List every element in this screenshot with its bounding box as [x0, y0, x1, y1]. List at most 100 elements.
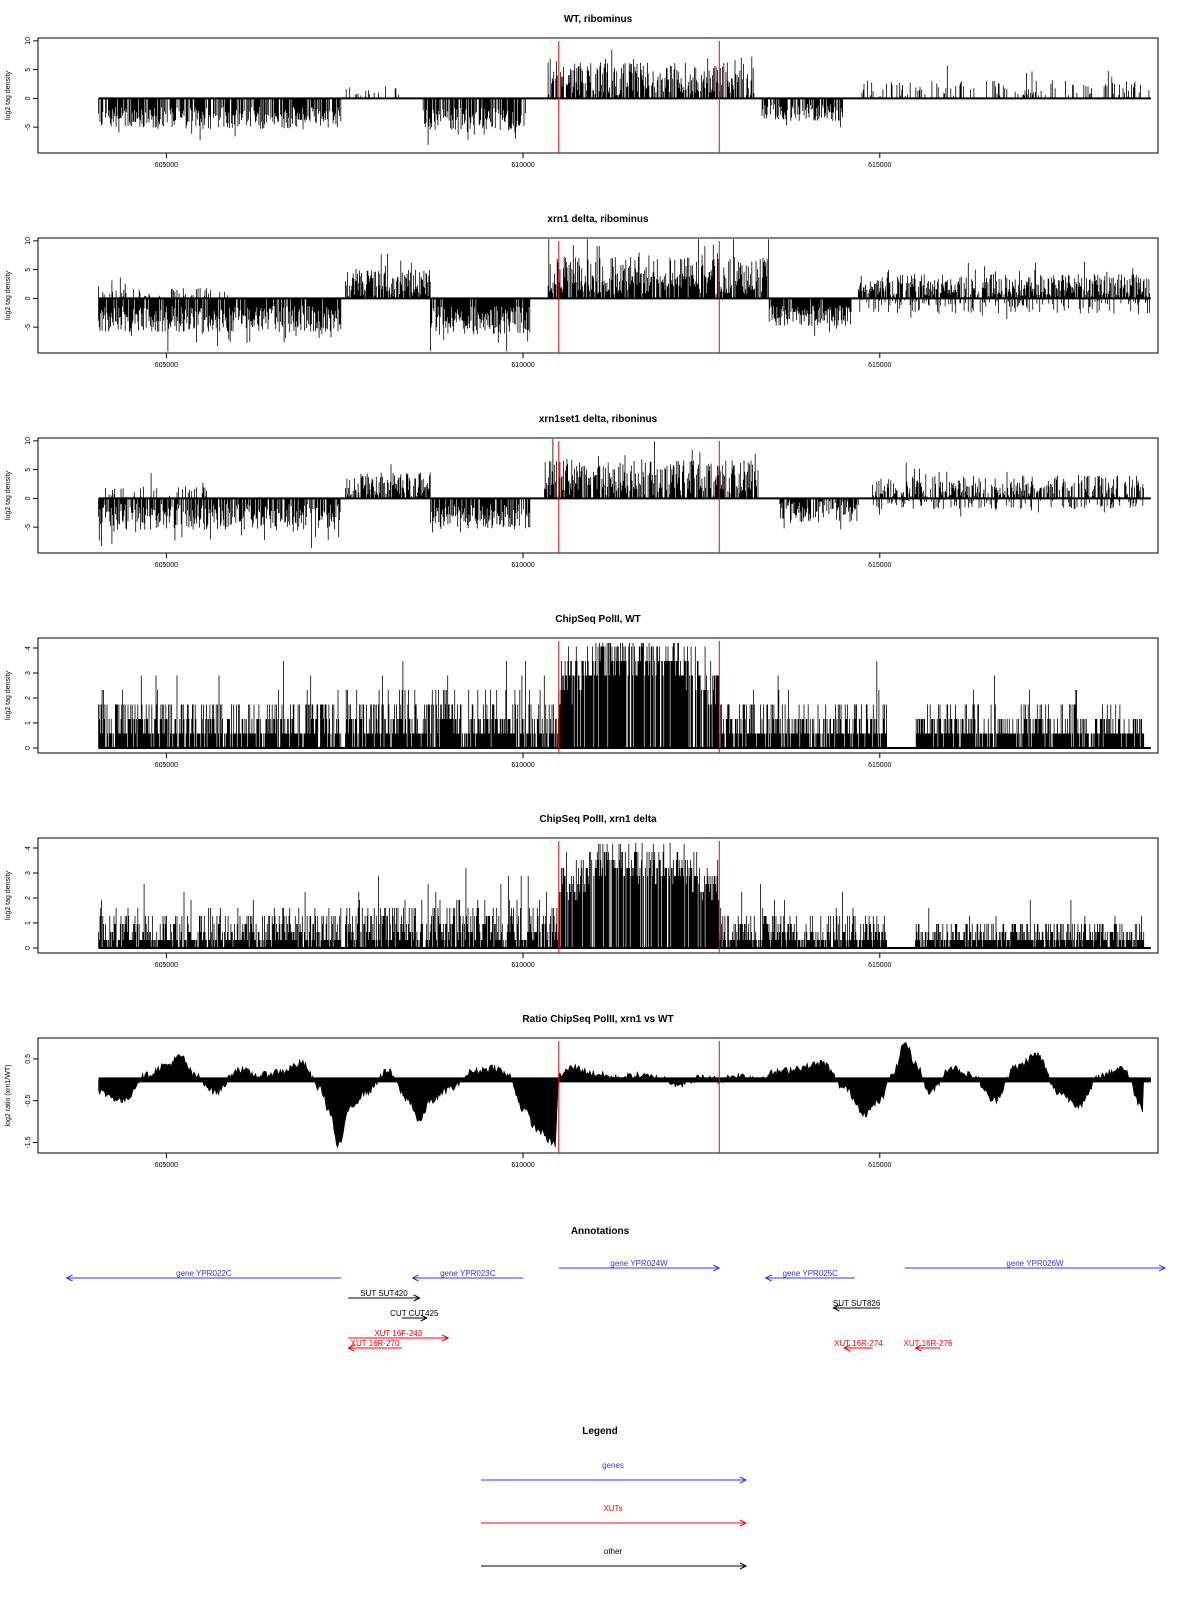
- y-axis-label: log2 tag density: [5, 70, 12, 120]
- y-tick-label: 10: [25, 237, 32, 245]
- legend-title: Legend: [582, 1426, 618, 1437]
- legend-panel: Legend genes XUTs other: [481, 1426, 748, 1570]
- x-tick-label: 610000: [511, 1162, 534, 1169]
- feature-label: XUT 16R-274: [834, 1339, 883, 1348]
- x-tick-label: 615000: [868, 962, 891, 969]
- y-axis-label: log2 tag density: [5, 270, 12, 320]
- feature-label: XUT 16R-276: [904, 1339, 953, 1348]
- arrow-head-icon: [420, 1314, 428, 1322]
- feature-label: gene YPR024W: [610, 1259, 668, 1268]
- y-tick-label: 0: [25, 496, 32, 500]
- signal-bars: [98, 843, 1145, 948]
- y-tick-label: 5: [25, 268, 32, 272]
- panel-2: xrn1 delta, ribominus log2 tag density -5 0…: [5, 214, 1159, 369]
- y-tick-label: 4: [25, 846, 32, 850]
- feature-label: CUT CUT425: [390, 1309, 439, 1318]
- arrow-head-icon: [832, 1304, 840, 1312]
- arrow-head-icon: [713, 1264, 721, 1272]
- panel-title: WT, ribominus: [564, 14, 633, 25]
- x-tick-label: 605000: [155, 962, 178, 969]
- feature-label: gene YPR026W: [1006, 1259, 1064, 1268]
- y-tick-label: 5: [25, 68, 32, 72]
- y-tick-label: -5: [25, 124, 32, 130]
- legend-item: XUTs: [481, 1504, 748, 1527]
- arrow-head-icon: [739, 1476, 748, 1484]
- y-axis-label: log2 tag density: [5, 670, 12, 720]
- annotation-feature: gene YPR025C: [764, 1269, 855, 1282]
- annotation-feature: XUT 16F-243: [348, 1329, 450, 1342]
- panel-5: ChipSeq PolII, xrn1 delta log2 tag densit…: [5, 814, 1159, 969]
- annotation-feature: SUT SUT826: [832, 1299, 881, 1312]
- panel-title: ChipSeq PolII, xrn1 delta: [539, 814, 657, 825]
- y-tick-label: 0.5: [25, 1054, 32, 1064]
- panel-title: xrn1 delta, ribominus: [547, 214, 649, 225]
- arrow-head-icon: [347, 1344, 355, 1352]
- x-tick-label: 610000: [511, 562, 534, 569]
- x-tick-label: 605000: [155, 562, 178, 569]
- panel-title: xrn1set1 delta, riboninus: [539, 414, 658, 425]
- y-tick-label: 2: [25, 896, 32, 900]
- legend-item: other: [481, 1547, 748, 1570]
- y-tick-label: 0: [25, 746, 32, 750]
- x-tick-label: 615000: [868, 762, 891, 769]
- feature-label: gene YPR023C: [440, 1269, 496, 1278]
- annotation-feature: gene YPR026W: [904, 1259, 1167, 1272]
- y-axis-label: log2 ratio (xrn1/WT): [5, 1065, 12, 1127]
- arrow-head-icon: [764, 1274, 772, 1282]
- x-tick-label: 615000: [868, 562, 891, 569]
- x-tick-label: 605000: [155, 362, 178, 369]
- arrow-head-icon: [914, 1344, 922, 1352]
- panel-1: WT, ribominus log2 tag density -5 0 5 10 60500…: [5, 14, 1159, 169]
- y-tick-label: 10: [25, 37, 32, 45]
- plot-frame: [37, 437, 1159, 554]
- arrow-head-icon: [411, 1274, 419, 1282]
- x-tick-label: 615000: [868, 162, 891, 169]
- arrow-head-icon: [739, 1519, 748, 1527]
- panel-title: Ratio ChipSeq PolII, xrn1 vs WT: [522, 1014, 673, 1025]
- y-tick-label: 3: [25, 671, 32, 675]
- legend-label: XUTs: [603, 1504, 622, 1513]
- plot-frame: [37, 1037, 1159, 1154]
- arrow-head-icon: [842, 1344, 851, 1352]
- annotation-feature: XUT 16R-270: [347, 1339, 402, 1352]
- plot-frame: [37, 837, 1159, 954]
- y-tick-label: 1: [25, 721, 32, 725]
- panel-4: ChipSeq PolII, WT log2 tag density 0 1 2 3 4 60…: [5, 614, 1159, 769]
- x-tick-label: 605000: [155, 1162, 178, 1169]
- y-tick-label: 4: [25, 646, 32, 650]
- plot-frame: [37, 237, 1159, 354]
- y-tick-label: 2: [25, 696, 32, 700]
- y-tick-label: -1.5: [25, 1136, 32, 1148]
- y-tick-label: 5: [25, 468, 32, 472]
- panel-3: xrn1set1 delta, riboninus log2 tag densit…: [5, 414, 1159, 569]
- x-tick-label: 610000: [511, 762, 534, 769]
- legend-label: other: [604, 1547, 623, 1556]
- annotation-feature: CUT CUT425: [390, 1309, 439, 1322]
- arrow-head-icon: [413, 1294, 421, 1302]
- y-tick-label: 10: [25, 437, 32, 445]
- arrow-head-icon: [739, 1562, 748, 1570]
- annotation-feature: gene YPR022C: [65, 1269, 342, 1282]
- y-tick-label: 1: [25, 921, 32, 925]
- y-tick-label: -0.5: [25, 1095, 32, 1107]
- x-tick-label: 610000: [511, 962, 534, 969]
- feature-label: XUT 16R-270: [351, 1339, 400, 1348]
- legend-label: genes: [602, 1461, 624, 1470]
- arrow-head-icon: [65, 1274, 73, 1282]
- signal-bars: [98, 239, 1150, 352]
- y-tick-label: -5: [25, 324, 32, 330]
- y-tick-label: 3: [25, 871, 32, 875]
- y-axis-label: log2 tag density: [5, 870, 12, 920]
- y-tick-label: 0: [25, 296, 32, 300]
- plot-frame: [37, 637, 1159, 754]
- panel-6: Ratio ChipSeq PolII, xrn1 vs WT log2 rati…: [5, 1014, 1159, 1169]
- y-tick-label: -5: [25, 524, 32, 530]
- y-tick-label: 0: [25, 946, 32, 950]
- y-tick-label: 0: [25, 96, 32, 100]
- feature-label: gene YPR025C: [783, 1269, 839, 1278]
- annotation-feature: SUT SUT420: [348, 1289, 421, 1302]
- x-tick-label: 615000: [868, 1162, 891, 1169]
- arrow-head-icon: [441, 1334, 450, 1342]
- feature-label: gene YPR022C: [176, 1269, 232, 1278]
